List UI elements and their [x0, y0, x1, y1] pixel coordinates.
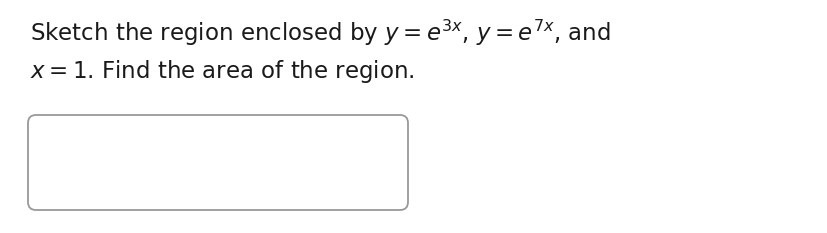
FancyBboxPatch shape: [28, 115, 408, 210]
Text: Sketch the region enclosed by $y = e^{3x}$, $y = e^{7x}$, and: Sketch the region enclosed by $y = e^{3x…: [30, 18, 610, 48]
Text: $x = 1$. Find the area of the region.: $x = 1$. Find the area of the region.: [30, 58, 414, 85]
